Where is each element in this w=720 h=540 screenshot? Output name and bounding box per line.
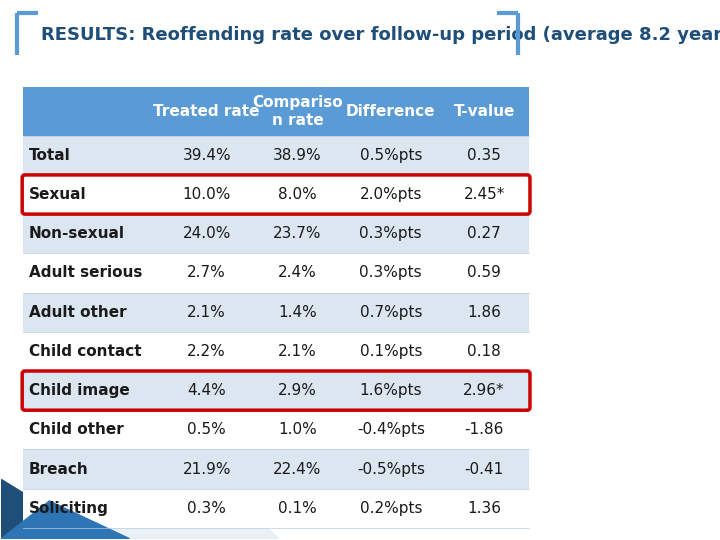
Text: 39.4%: 39.4% [182, 148, 231, 163]
FancyBboxPatch shape [23, 293, 529, 332]
Text: 2.1%: 2.1% [278, 344, 317, 359]
Text: Child contact: Child contact [29, 344, 142, 359]
Text: 0.5%: 0.5% [187, 422, 226, 437]
Text: 0.1%pts: 0.1%pts [359, 344, 422, 359]
FancyBboxPatch shape [23, 332, 529, 371]
Text: 2.7%: 2.7% [187, 266, 226, 280]
Text: 1.86: 1.86 [467, 305, 501, 320]
Text: 10.0%: 10.0% [183, 187, 231, 202]
Text: 2.45*: 2.45* [464, 187, 505, 202]
Text: 8.0%: 8.0% [278, 187, 317, 202]
Text: 24.0%: 24.0% [183, 226, 231, 241]
Text: Treated rate: Treated rate [153, 104, 260, 119]
FancyBboxPatch shape [23, 449, 529, 489]
FancyBboxPatch shape [23, 253, 529, 293]
Text: 0.27: 0.27 [467, 226, 501, 241]
Text: Soliciting: Soliciting [29, 501, 109, 516]
Text: 1.0%: 1.0% [278, 422, 317, 437]
FancyBboxPatch shape [23, 136, 529, 175]
Polygon shape [1, 480, 97, 538]
Text: 0.7%pts: 0.7%pts [359, 305, 422, 320]
Text: 4.4%: 4.4% [187, 383, 226, 398]
Text: Child other: Child other [29, 422, 124, 437]
Text: 0.5%pts: 0.5%pts [359, 148, 422, 163]
Text: Total: Total [29, 148, 71, 163]
Text: 2.96*: 2.96* [463, 383, 505, 398]
Text: Sexual: Sexual [29, 187, 86, 202]
Text: -0.5%pts: -0.5%pts [356, 462, 425, 476]
Text: 2.9%: 2.9% [278, 383, 317, 398]
Text: 21.9%: 21.9% [182, 462, 231, 476]
FancyBboxPatch shape [23, 175, 529, 214]
Text: RESULTS: Reoffending rate over follow-up period (average 8.2 years): RESULTS: Reoffending rate over follow-up… [41, 25, 720, 44]
Text: T-value: T-value [454, 104, 515, 119]
Text: 1.6%pts: 1.6%pts [359, 383, 422, 398]
Text: 0.35: 0.35 [467, 148, 501, 163]
FancyBboxPatch shape [23, 87, 529, 136]
Text: 0.3%pts: 0.3%pts [359, 266, 422, 280]
Text: 1.4%: 1.4% [278, 305, 317, 320]
Text: 2.4%: 2.4% [278, 266, 317, 280]
Text: 0.59: 0.59 [467, 266, 501, 280]
Text: Difference: Difference [346, 104, 436, 119]
Text: -0.4%pts: -0.4%pts [356, 422, 425, 437]
Text: 23.7%: 23.7% [273, 226, 322, 241]
Polygon shape [1, 501, 130, 538]
Text: 2.0%pts: 2.0%pts [359, 187, 422, 202]
Text: Breach: Breach [29, 462, 89, 476]
FancyBboxPatch shape [23, 489, 529, 528]
Text: -0.41: -0.41 [464, 462, 504, 476]
Text: 22.4%: 22.4% [273, 462, 322, 476]
Text: -1.86: -1.86 [464, 422, 504, 437]
FancyBboxPatch shape [23, 214, 529, 253]
Text: Adult serious: Adult serious [29, 266, 143, 280]
Text: 2.2%: 2.2% [187, 344, 226, 359]
Text: Compariso
n rate: Compariso n rate [252, 96, 343, 128]
Text: 0.3%: 0.3% [187, 501, 226, 516]
Text: 1.36: 1.36 [467, 501, 501, 516]
Text: 0.2%pts: 0.2%pts [359, 501, 422, 516]
Text: Child image: Child image [29, 383, 130, 398]
Polygon shape [66, 490, 279, 538]
Text: 0.1%: 0.1% [278, 501, 317, 516]
FancyBboxPatch shape [23, 371, 529, 410]
Text: 0.18: 0.18 [467, 344, 501, 359]
FancyBboxPatch shape [23, 410, 529, 449]
Text: Adult other: Adult other [29, 305, 127, 320]
Text: 0.3%pts: 0.3%pts [359, 226, 422, 241]
Text: 38.9%: 38.9% [273, 148, 322, 163]
Text: 2.1%: 2.1% [187, 305, 226, 320]
Text: Non-sexual: Non-sexual [29, 226, 125, 241]
